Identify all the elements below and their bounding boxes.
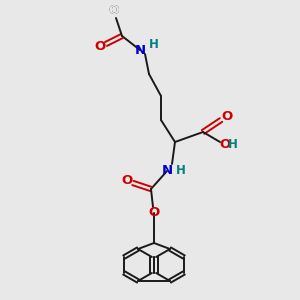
Text: O: O [122, 173, 133, 187]
Text: O: O [221, 110, 233, 124]
Text: N: N [161, 164, 172, 178]
Text: O: O [109, 4, 119, 16]
Text: H: H [228, 137, 238, 151]
Text: O: O [94, 40, 106, 53]
Text: N: N [134, 44, 146, 56]
Text: O: O [148, 206, 160, 220]
Text: H: H [176, 164, 186, 178]
Text: O: O [109, 4, 119, 16]
Text: H: H [149, 38, 159, 50]
Text: O: O [219, 137, 231, 151]
